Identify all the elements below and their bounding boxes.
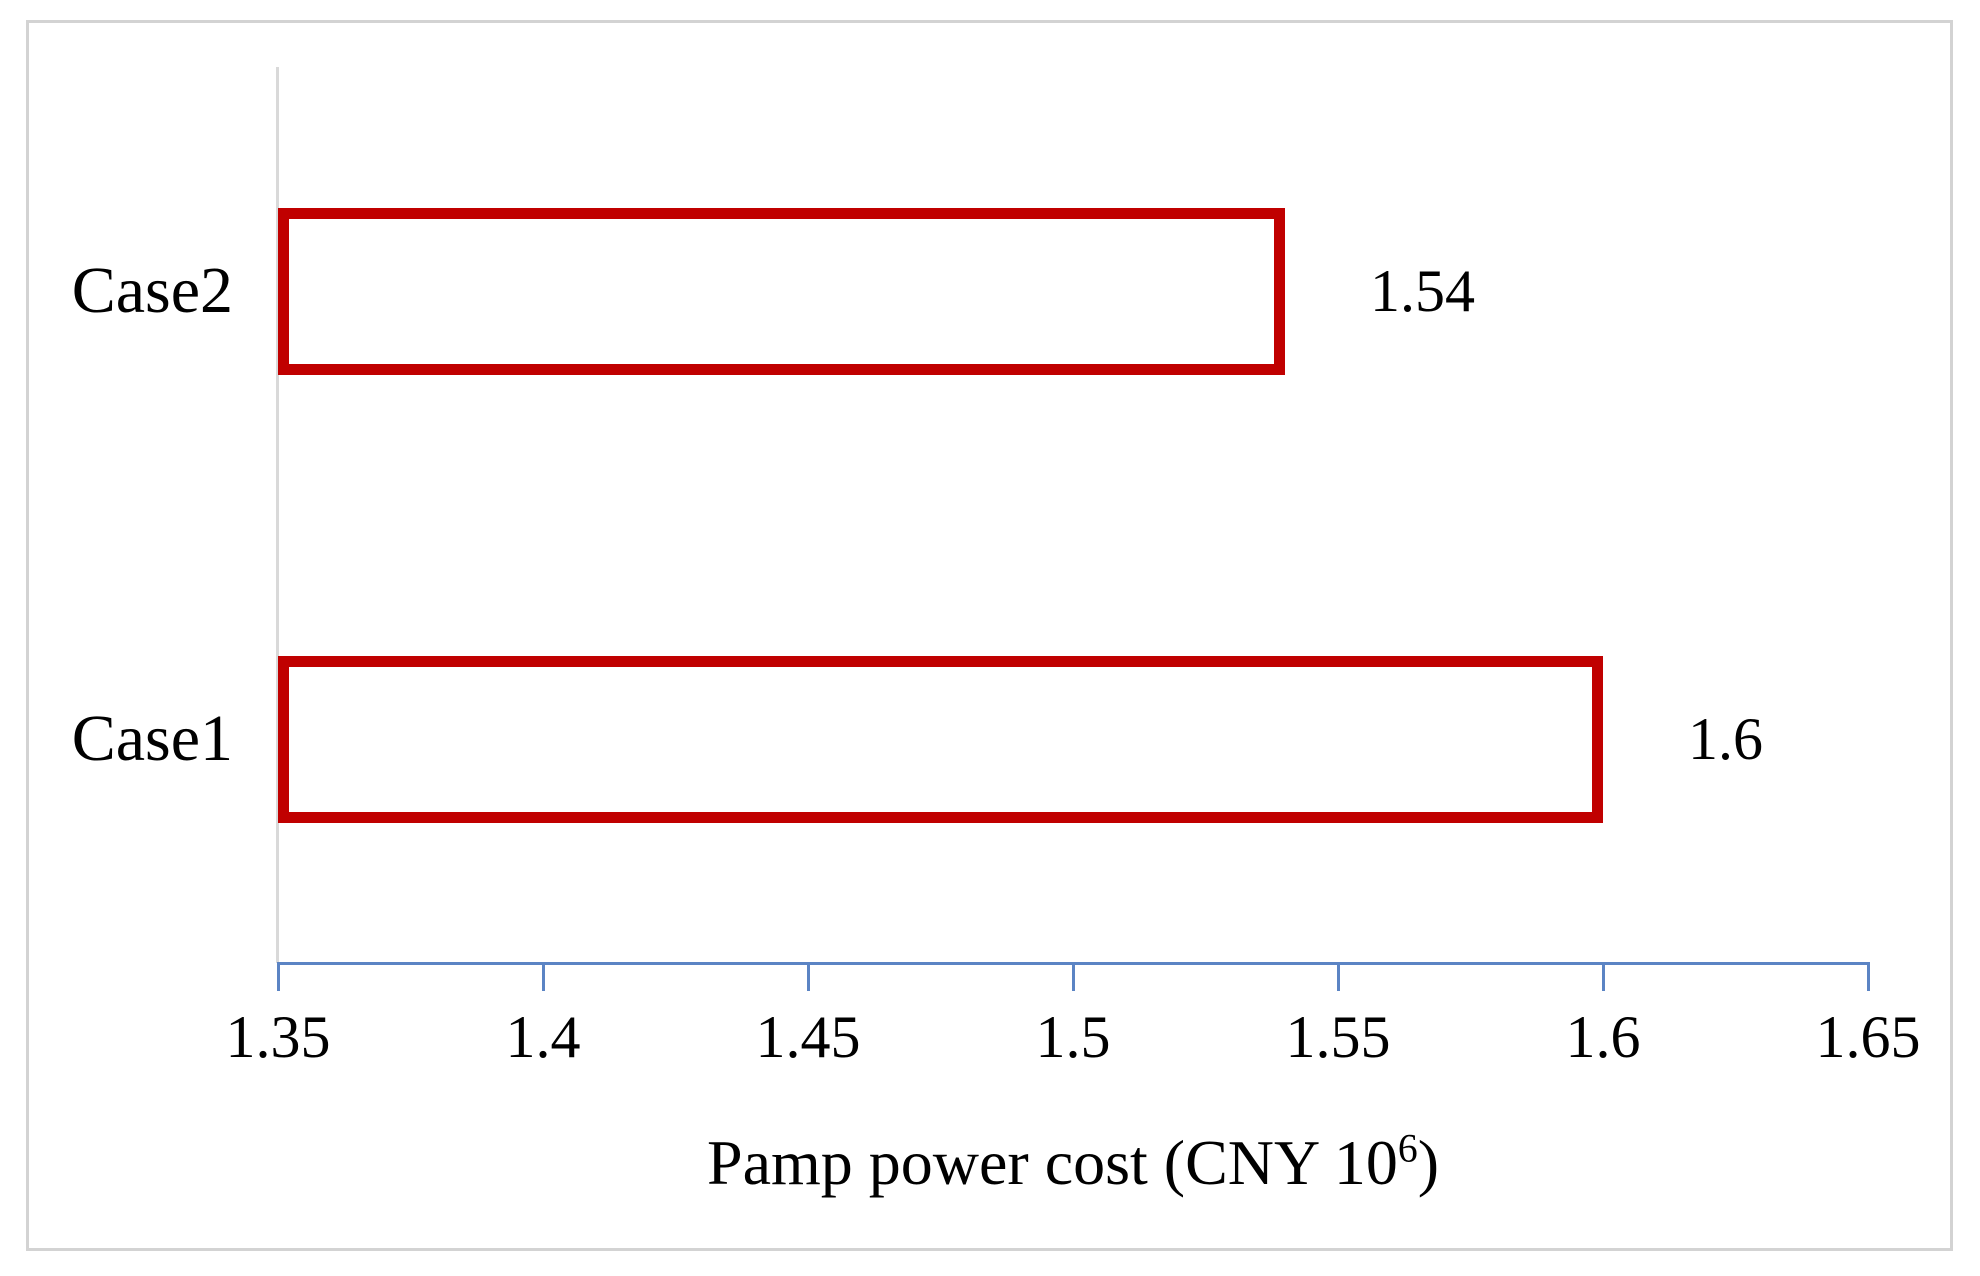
x-axis-tick-1.65 [1867, 963, 1870, 991]
x-axis-tick-label-1.55: 1.55 [1285, 1004, 1391, 1070]
x-axis-tick-label-1.6: 1.6 [1565, 1004, 1641, 1070]
x-axis-tick-label-1.35: 1.35 [225, 1004, 331, 1070]
x-axis-tick-label-1.4: 1.4 [505, 1004, 581, 1070]
x-axis-tick-1.6 [1602, 963, 1605, 991]
x-axis-title-text: Pamp power cost (CNY 10 [706, 1127, 1398, 1198]
value-label-case1: 1.6 [1688, 706, 1763, 772]
x-axis-tick-1.55 [1337, 963, 1340, 991]
x-axis-tick-1.4 [542, 963, 545, 991]
category-label-case2: Case2 [71, 254, 233, 327]
chart-frame: Case2 1.54 Case1 1.6 1.35 1.4 1.45 1.5 1.55 1.6 1… [26, 20, 1953, 1251]
bar-case1 [278, 656, 1603, 823]
x-axis-title: Pamp power cost (CNY 106) [278, 1128, 1868, 1198]
x-axis-tick-label-1.65: 1.65 [1815, 1004, 1921, 1070]
x-axis-title-close-paren: ) [1417, 1127, 1440, 1198]
category-axis-line [276, 67, 279, 963]
bar-case2 [278, 208, 1285, 375]
x-axis-title-superscript: 6 [1397, 1126, 1418, 1171]
x-axis-tick-1.45 [807, 963, 810, 991]
x-axis-tick-1.35 [277, 963, 280, 991]
value-label-case2: 1.54 [1370, 258, 1475, 324]
category-label-case1: Case1 [71, 702, 233, 775]
x-axis-tick-label-1.5: 1.5 [1035, 1004, 1111, 1070]
x-axis-tick-label-1.45: 1.45 [755, 1004, 861, 1070]
x-axis-tick-1.5 [1072, 963, 1075, 991]
